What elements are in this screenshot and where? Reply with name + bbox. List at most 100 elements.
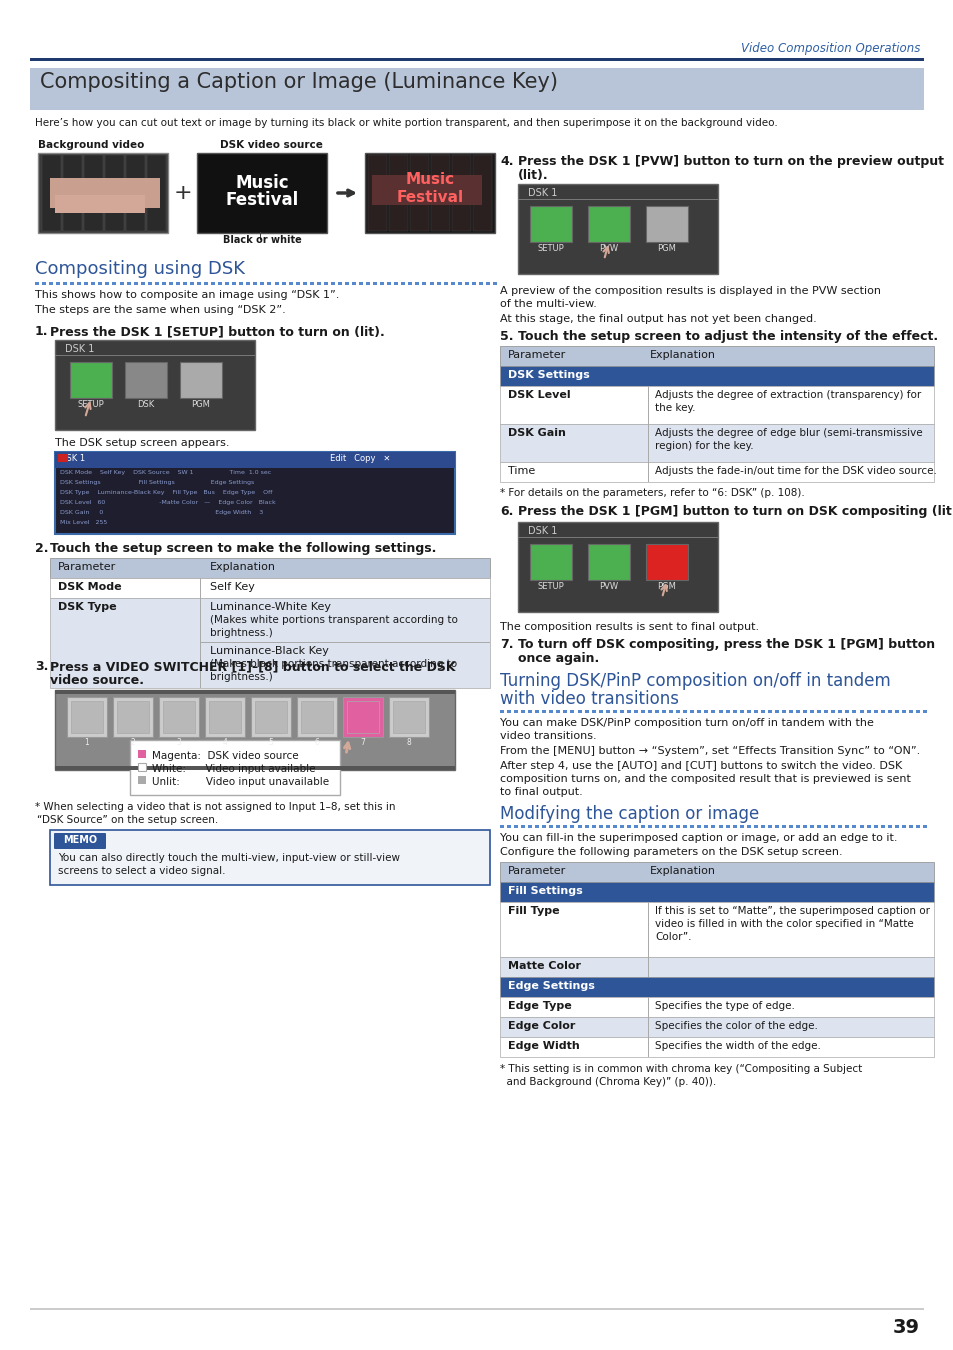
Bar <box>676 825 679 828</box>
Text: You can make DSK/PinP composition turn on/off in tandem with the: You can make DSK/PinP composition turn o… <box>499 718 873 728</box>
Bar <box>55 194 145 213</box>
Bar <box>781 710 785 713</box>
Bar <box>289 282 293 285</box>
Bar <box>281 282 285 285</box>
Bar <box>127 282 131 285</box>
Text: Festival: Festival <box>396 189 463 204</box>
Bar <box>401 282 405 285</box>
Bar <box>163 701 194 733</box>
Text: Specifies the color of the edge.: Specifies the color of the edge. <box>655 1021 817 1031</box>
Text: and Background (Chroma Key)” (p. 40)).: and Background (Chroma Key)” (p. 40)). <box>499 1077 716 1087</box>
Bar <box>788 710 792 713</box>
Bar <box>55 452 455 468</box>
Bar <box>50 578 490 598</box>
Bar <box>254 701 287 733</box>
Bar <box>838 825 841 828</box>
Bar <box>499 998 933 1017</box>
Text: with video transitions: with video transitions <box>499 690 679 707</box>
Bar <box>323 282 328 285</box>
Bar <box>71 282 74 285</box>
Bar <box>570 825 574 828</box>
Text: Edit   Copy   ✕: Edit Copy ✕ <box>330 454 390 463</box>
Text: This shows how to composite an image using “DSK 1”.: This shows how to composite an image usi… <box>35 290 339 300</box>
Bar <box>366 282 370 285</box>
Bar <box>894 710 898 713</box>
Bar <box>493 282 497 285</box>
Bar <box>844 825 848 828</box>
Bar <box>682 710 686 713</box>
Bar <box>647 998 648 1017</box>
Text: “DSK Source” on the setup screen.: “DSK Source” on the setup screen. <box>37 815 218 825</box>
Text: 4.: 4. <box>499 155 513 167</box>
Bar <box>746 710 750 713</box>
Bar <box>67 697 107 737</box>
Bar <box>55 340 254 431</box>
Text: DSK: DSK <box>137 400 154 409</box>
Text: 2.: 2. <box>35 541 49 555</box>
Bar <box>647 386 648 424</box>
Bar <box>372 176 481 205</box>
Bar <box>556 710 559 713</box>
Bar <box>98 282 102 285</box>
Bar <box>760 825 764 828</box>
Text: SETUP: SETUP <box>537 244 564 252</box>
Bar <box>852 825 856 828</box>
Bar <box>126 155 145 231</box>
Text: * When selecting a video that is not assigned to Input 1–8, set this in: * When selecting a video that is not ass… <box>35 802 395 811</box>
Bar <box>802 825 806 828</box>
Text: Fill Settings: Fill Settings <box>507 886 582 896</box>
Bar <box>415 282 419 285</box>
Bar <box>514 825 517 828</box>
Bar <box>169 282 172 285</box>
Text: Compositing using DSK: Compositing using DSK <box>35 261 245 278</box>
Text: Press the DSK 1 [PVW] button to turn on the preview output: Press the DSK 1 [PVW] button to turn on … <box>517 155 943 167</box>
Bar <box>852 710 856 713</box>
Bar <box>587 544 629 580</box>
Text: DSK Type: DSK Type <box>58 602 116 612</box>
Text: Color”.: Color”. <box>655 931 691 942</box>
Bar <box>922 710 926 713</box>
Bar <box>634 710 638 713</box>
Bar <box>725 825 729 828</box>
Text: video is filled in with the color specified in “Matte: video is filled in with the color specif… <box>655 919 913 929</box>
Bar <box>190 282 193 285</box>
Text: From the [MENU] button → “System”, set “Effects Transition Sync” to “ON”.: From the [MENU] button → “System”, set “… <box>499 747 920 756</box>
Bar <box>84 282 89 285</box>
Bar <box>732 710 736 713</box>
Text: Fill Type: Fill Type <box>507 906 559 917</box>
Bar <box>394 282 398 285</box>
Bar <box>499 710 503 713</box>
Bar <box>450 282 455 285</box>
Text: Magenta:  DSK video source: Magenta: DSK video source <box>152 751 298 761</box>
Bar <box>55 690 455 770</box>
Text: 1.: 1. <box>35 325 49 338</box>
Bar <box>915 825 919 828</box>
Bar <box>563 825 567 828</box>
Bar <box>393 701 424 733</box>
Bar <box>873 710 877 713</box>
Text: To turn off DSK compositing, press the DSK 1 [PGM] button: To turn off DSK compositing, press the D… <box>517 639 934 651</box>
Text: DSK Gain: DSK Gain <box>507 428 565 437</box>
Bar <box>880 825 883 828</box>
Text: The composition results is sent to final output.: The composition results is sent to final… <box>499 622 759 632</box>
Bar <box>640 710 644 713</box>
Bar <box>138 776 146 784</box>
Text: Turning DSK/PinP composition on/off in tandem: Turning DSK/PinP composition on/off in t… <box>499 672 890 690</box>
Text: 5: 5 <box>269 738 274 747</box>
Bar <box>520 710 524 713</box>
Text: Video Composition Operations: Video Composition Operations <box>740 42 919 55</box>
Bar <box>577 825 581 828</box>
Bar <box>204 282 208 285</box>
FancyBboxPatch shape <box>54 833 106 849</box>
Bar <box>647 1037 648 1057</box>
Bar <box>605 825 609 828</box>
Bar <box>464 282 468 285</box>
Text: 5.: 5. <box>499 329 513 343</box>
Bar <box>473 155 492 231</box>
Bar <box>331 282 335 285</box>
Bar <box>640 825 644 828</box>
Bar <box>253 282 257 285</box>
Text: Explanation: Explanation <box>649 865 716 876</box>
Bar <box>30 1308 923 1309</box>
Bar <box>584 825 588 828</box>
